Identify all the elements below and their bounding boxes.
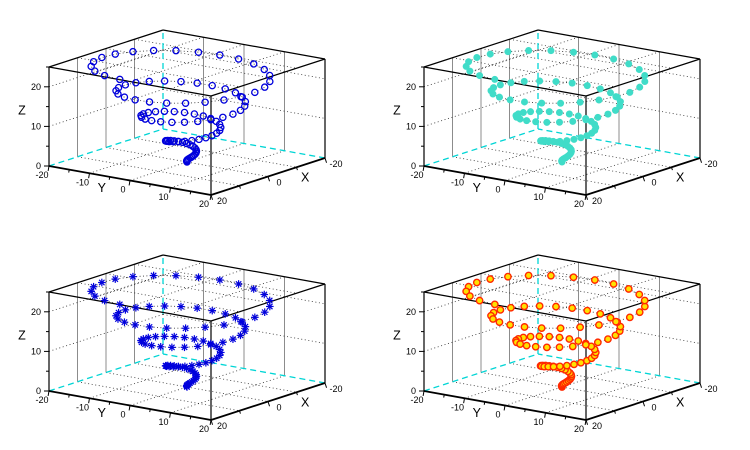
tick-label: 0 [411,161,416,171]
tick-label: 0 [36,386,41,396]
tick-label: 20 [592,421,602,431]
x-axis-label: X [676,395,685,409]
tick-label: 0 [276,403,281,413]
hidden-edges [423,255,701,392]
tick-label: -20 [410,395,423,405]
tick-label: 20 [31,307,41,317]
tick-label: -20 [35,395,48,405]
tick-label: 0 [120,410,125,420]
subplot-top-left: -20 -10 0 10 20 -20 0 20 0 10 20 Y X Z [0,0,375,225]
tick-label: 10 [158,192,168,202]
tick-label: 10 [406,121,416,131]
tick-label: -20 [35,170,48,180]
y-axis-label: Y [473,406,482,420]
tick-label: 10 [533,192,543,202]
tick-label: -20 [329,159,342,169]
tick-label: -10 [76,402,89,412]
tick-label: -20 [704,384,717,394]
spiral-markers [87,46,274,166]
tick-label: 20 [406,82,416,92]
tick-label: 20 [592,196,602,206]
tick-label: -20 [329,384,342,394]
tick-label: 20 [574,424,584,434]
tick-label: 20 [199,424,209,434]
tick-label: -20 [410,170,423,180]
hidden-edges [48,30,326,167]
tick-label: 0 [276,178,281,188]
tick-label: 20 [574,199,584,209]
tick-label: -10 [76,177,89,187]
tick-label: 20 [31,82,41,92]
tick-label: 10 [31,346,41,356]
tick-label: 20 [217,421,227,431]
box-grid [423,36,701,189]
x-axis-label: X [676,170,685,184]
tick-label: 0 [651,403,656,413]
subplot-bottom-left: -20 -10 0 10 20 -20 0 20 0 10 20 Y X Z [0,225,375,450]
tick-label: 10 [533,417,543,427]
y-axis-label: Y [98,406,107,420]
spiral-line [90,50,271,163]
tick-label: -10 [451,402,464,412]
subplot-top-right: -20 -10 0 10 20 -20 0 20 0 10 20 Y X Z [375,0,750,225]
tick-label: 20 [199,199,209,209]
tick-label: 10 [406,346,416,356]
tick-label: 0 [495,410,500,420]
z-axis-label: Z [393,104,401,118]
y-axis-label: Y [473,181,482,195]
tick-label: 0 [120,185,125,195]
x-axis-label: X [301,170,310,184]
tick-label: 10 [158,417,168,427]
tick-label: 20 [217,196,227,206]
tick-label: 20 [406,307,416,317]
spiral-markers [462,271,649,391]
tick-label: 0 [651,178,656,188]
tick-label: 0 [411,386,416,396]
subplot-bottom-right: -20 -10 0 10 20 -20 0 20 0 10 20 Y X Z [375,225,750,450]
z-axis-label: Z [18,329,26,343]
tick-label: -20 [704,159,717,169]
z-axis-label: Z [18,104,26,118]
hidden-edges [48,255,326,392]
x-axis-label: X [301,395,310,409]
tick-label: 0 [36,161,41,171]
hidden-edges [423,30,701,167]
tick-label: 10 [31,121,41,131]
spiral-markers [462,47,649,166]
y-axis-label: Y [98,181,107,195]
z-axis-label: Z [393,329,401,343]
tick-label: 0 [495,185,500,195]
tick-label: -10 [451,177,464,187]
spiral-markers [87,271,274,391]
